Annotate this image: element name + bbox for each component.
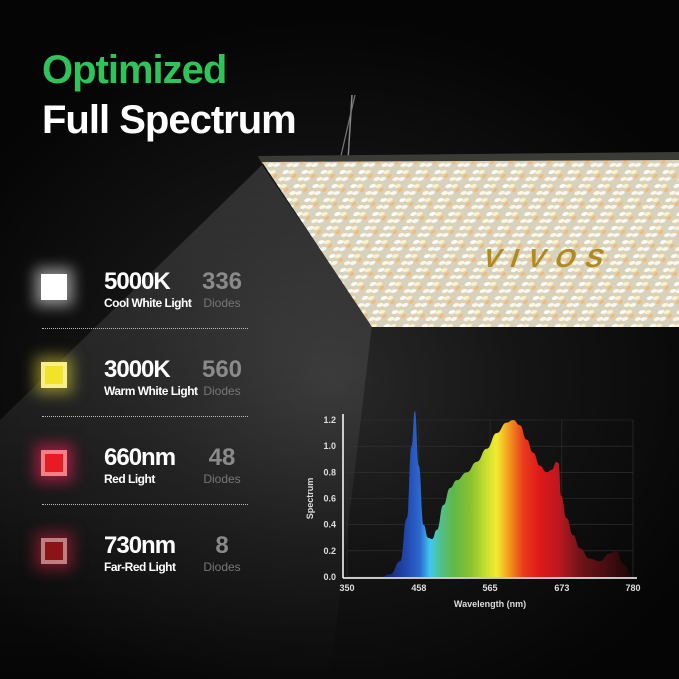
x-tick-label: 458 — [411, 583, 426, 593]
diode-count: 48 — [208, 444, 236, 471]
diode-unit: Diodes — [203, 384, 241, 398]
x-tick-label: 780 — [625, 583, 640, 593]
y-tick-label: 1.0 — [323, 441, 336, 451]
y-tick-label: 0.8 — [323, 467, 336, 477]
light-label: 3000K — [104, 356, 171, 383]
color-swatch-icon — [41, 538, 67, 564]
x-tick-label: 350 — [339, 583, 354, 593]
diode-count: 336 — [201, 268, 243, 295]
x-tick-label: 673 — [554, 583, 569, 593]
divider — [42, 416, 248, 417]
x-tick-label: 565 — [482, 583, 497, 593]
light-description: Cool White Light — [104, 296, 192, 310]
light-label: 660nm — [104, 444, 176, 471]
y-tick-label: 1.2 — [323, 415, 336, 425]
y-tick-label: 0.2 — [323, 546, 336, 556]
spectrum-area — [380, 410, 633, 577]
y-tick-label: 0.4 — [323, 520, 336, 530]
heading-full-spectrum: Full Spectrum — [42, 98, 297, 142]
light-description: Warm White Light — [104, 384, 198, 398]
light-description: Red Light — [104, 472, 155, 486]
diode-unit: Diodes — [203, 472, 241, 486]
light-type-row: 3000K Warm White Light 560 Diodes — [36, 350, 252, 410]
color-swatch-icon — [41, 450, 67, 476]
vivos-logo: VIVOS — [479, 244, 618, 273]
light-type-row: 660nm Red Light 48 Diodes — [36, 438, 252, 498]
divider — [42, 328, 248, 329]
diode-count: 8 — [215, 532, 229, 559]
led-diodes — [262, 160, 679, 327]
light-description: Far-Red Light — [104, 560, 176, 574]
heading-optimized: Optimized — [42, 48, 227, 92]
light-type-row: 730nm Far-Red Light 8 Diodes — [36, 526, 252, 586]
color-swatch-icon — [41, 362, 67, 388]
color-swatch-icon — [41, 274, 67, 300]
diode-unit: Diodes — [203, 560, 241, 574]
divider — [42, 504, 248, 505]
diode-count: 560 — [201, 356, 243, 383]
diode-unit: Diodes — [203, 296, 241, 310]
light-label: 5000K — [104, 268, 171, 295]
hanger-wire — [347, 94, 353, 161]
x-axis-label: Wavelength (nm) — [454, 599, 526, 609]
light-type-row: 5000K Cool White Light 336 Diodes — [36, 262, 252, 322]
y-tick-label: 0.6 — [323, 494, 336, 504]
light-label: 730nm — [104, 532, 176, 559]
y-tick-label: 0.0 — [323, 572, 336, 582]
y-axis-label: Spectrum — [305, 478, 315, 520]
